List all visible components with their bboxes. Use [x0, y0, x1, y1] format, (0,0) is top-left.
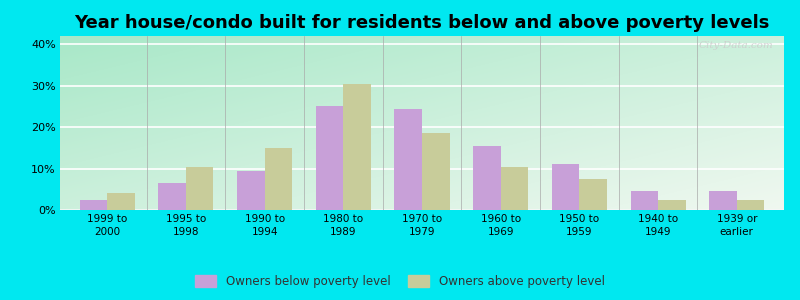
- Bar: [186, 167, 214, 210]
- Bar: [710, 191, 737, 210]
- Bar: [158, 183, 186, 210]
- Bar: [422, 134, 450, 210]
- Bar: [394, 109, 422, 210]
- Bar: [501, 167, 528, 210]
- Bar: [737, 200, 764, 210]
- Bar: [265, 148, 292, 210]
- Legend: Owners below poverty level, Owners above poverty level: Owners below poverty level, Owners above…: [195, 275, 605, 288]
- Bar: [552, 164, 579, 210]
- Bar: [316, 106, 343, 210]
- Bar: [658, 200, 686, 210]
- Bar: [579, 179, 607, 210]
- Bar: [80, 200, 107, 210]
- Title: Year house/condo built for residents below and above poverty levels: Year house/condo built for residents bel…: [74, 14, 770, 32]
- Bar: [237, 171, 265, 210]
- Text: City-Data.com: City-Data.com: [698, 41, 773, 50]
- Bar: [473, 146, 501, 210]
- Bar: [343, 84, 371, 210]
- Bar: [107, 194, 134, 210]
- Bar: [630, 191, 658, 210]
